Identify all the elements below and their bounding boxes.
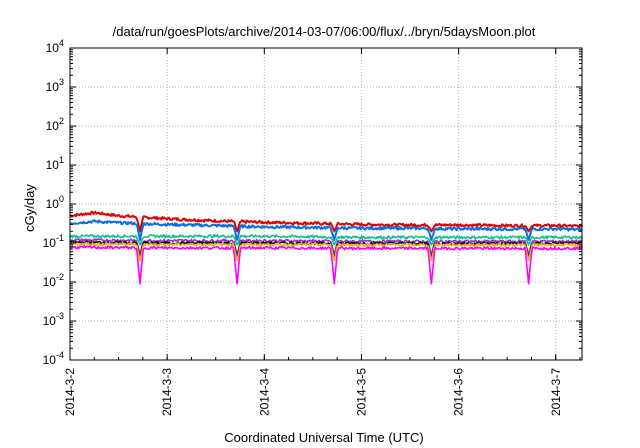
series-line [69, 245, 583, 285]
x-tick-label: 2014-3-2 [63, 368, 77, 416]
series-line [69, 210, 583, 233]
y-tick-label: 100 [46, 194, 64, 211]
series-line [69, 241, 583, 262]
x-tick-label: 2014-3-4 [257, 368, 271, 416]
y-tick-exponent: 1 [59, 155, 64, 165]
y-tick-label: 104 [46, 38, 64, 55]
x-tick-labels: 2014-3-2 2014-3-3 2014-3-4 2014-3-5 2014-3-6… [63, 368, 563, 416]
y-tick-base: 10 [46, 158, 60, 172]
x-tick-label: 2014-3-5 [354, 368, 368, 416]
y-tick-label: 10-2 [43, 272, 64, 289]
chart-title: /data/run/goesPlots/archive/2014-03-07/0… [113, 24, 536, 39]
y-tick-exponent: -3 [56, 311, 64, 321]
series-layer [69, 210, 583, 285]
x-tick-label: 2014-3-6 [452, 368, 466, 416]
y-tick-label: 10-3 [43, 311, 64, 328]
y-tick-base: 10 [46, 197, 60, 211]
y-tick-base: 10 [46, 119, 60, 133]
y-tick-exponent: -2 [56, 272, 64, 282]
y-tick-base: 10 [46, 41, 60, 55]
y-tick-base: 10 [43, 275, 57, 289]
series-line [70, 219, 583, 241]
y-tick-label: 102 [46, 116, 64, 133]
y-tick-base: 10 [43, 236, 57, 250]
y-tick-exponent: 0 [59, 194, 64, 204]
y-tick-base: 10 [43, 314, 57, 328]
y-tick-exponent: -4 [56, 350, 64, 360]
y-tick-base: 10 [43, 353, 57, 367]
y-tick-exponent: 4 [59, 38, 64, 48]
y-tick-label: 10-4 [43, 350, 64, 367]
x-axis-label: Coordinated Universal Time (UTC) [224, 430, 423, 445]
x-tick-label: 2014-3-3 [160, 368, 174, 416]
y-tick-label: 10-1 [43, 233, 64, 250]
ticks [69, 47, 582, 361]
y-tick-exponent: 2 [59, 116, 64, 126]
x-tick-label: 2014-3-7 [549, 368, 563, 416]
series-line [69, 238, 583, 256]
grid [70, 48, 582, 360]
series-line [69, 234, 583, 246]
y-tick-label: 101 [46, 155, 64, 172]
y-tick-exponent: -1 [56, 233, 64, 243]
y-tick-label: 103 [46, 77, 64, 94]
y-tick-exponent: 3 [59, 77, 64, 87]
y-axis-label: cGy/day [22, 184, 37, 232]
y-tick-base: 10 [46, 80, 60, 94]
